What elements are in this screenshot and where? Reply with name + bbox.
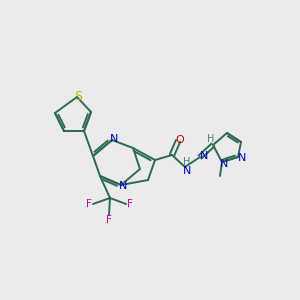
Text: F: F <box>86 199 92 209</box>
Text: H: H <box>183 157 191 167</box>
Text: F: F <box>127 199 133 209</box>
Text: N: N <box>220 159 228 169</box>
Text: N: N <box>200 151 208 161</box>
Text: N: N <box>238 153 246 163</box>
Text: N: N <box>119 181 127 191</box>
Text: N: N <box>183 166 191 176</box>
Text: N: N <box>110 134 118 144</box>
Text: F: F <box>106 215 112 225</box>
Text: S: S <box>74 89 82 103</box>
Text: O: O <box>176 135 184 145</box>
Text: H: H <box>207 134 215 144</box>
